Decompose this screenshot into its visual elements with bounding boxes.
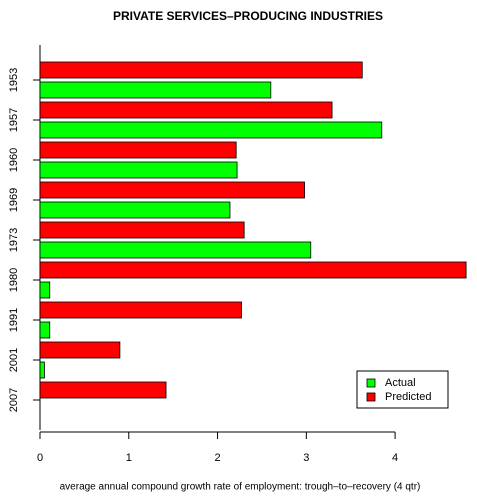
bar	[39, 341, 121, 359]
bar	[39, 281, 51, 299]
y-tick-label: 1973	[8, 228, 20, 252]
bar	[39, 61, 363, 79]
bar	[39, 301, 242, 319]
y-tick-label: 1980	[8, 268, 20, 292]
x-tick-label: 0	[37, 452, 43, 464]
y-tick-label: 1969	[8, 188, 20, 212]
x-tick-label: 1	[126, 452, 132, 464]
bar	[39, 361, 45, 379]
x-tick-label: 3	[303, 452, 309, 464]
bar	[39, 221, 245, 239]
bar	[39, 241, 312, 259]
legend-box	[356, 370, 449, 409]
y-tick-label: 1991	[8, 308, 20, 332]
x-tick-label: 4	[392, 452, 398, 464]
chart-title: PRIVATE SERVICES–PRODUCING INDUSTRIES	[113, 9, 383, 23]
bar	[39, 141, 237, 159]
bar	[39, 181, 305, 199]
y-tick-label: 1957	[8, 108, 20, 132]
bar	[39, 121, 383, 139]
x-axis-label: average annual compound growth rate of e…	[60, 482, 421, 493]
x-tick-label: 2	[214, 452, 220, 464]
y-tick-label: 1960	[8, 148, 20, 172]
y-tick-label: 2007	[8, 388, 20, 412]
bar	[39, 81, 272, 99]
y-tick-label: 2001	[8, 348, 20, 372]
bar	[39, 381, 167, 399]
legend-swatch	[366, 392, 376, 402]
bar	[39, 161, 238, 179]
legend-swatch	[366, 378, 376, 388]
bar	[39, 261, 467, 279]
bar	[39, 321, 51, 339]
bar	[39, 101, 333, 119]
bar	[39, 201, 231, 219]
legend-label: Predicted	[385, 391, 431, 403]
y-tick-label: 1953	[8, 68, 20, 92]
legend-label: Actual	[385, 377, 416, 389]
